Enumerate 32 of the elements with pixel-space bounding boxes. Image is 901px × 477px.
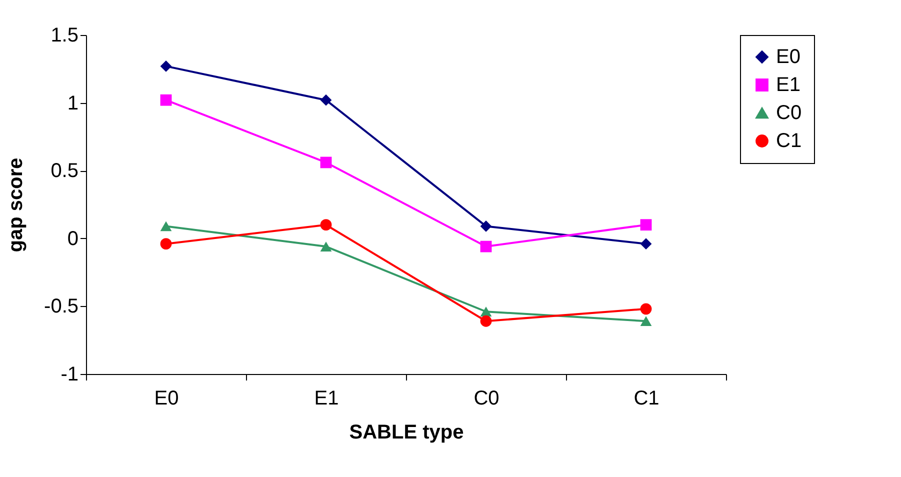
point [640, 316, 652, 326]
point [320, 219, 332, 231]
x-tick-label: C1 [634, 388, 660, 410]
point [640, 219, 652, 231]
point [480, 220, 492, 232]
point [320, 242, 332, 252]
y-tick-label: -0.5 [44, 296, 78, 318]
point [160, 238, 172, 250]
point [480, 315, 492, 327]
y-tick-label: -1 [60, 364, 78, 386]
point [640, 238, 652, 250]
legend-label: E1 [776, 74, 800, 96]
point [320, 156, 332, 168]
legend-label: C0 [776, 102, 802, 124]
x-tick-label: E1 [314, 388, 339, 410]
x-tick-label: E0 [154, 388, 179, 410]
x-axis-title: SABLE type [349, 422, 464, 444]
y-tick-label: 1.5 [50, 24, 78, 46]
point [160, 94, 172, 106]
point [480, 240, 492, 252]
point [160, 221, 172, 232]
y-tick-label: 1 [67, 92, 78, 114]
point [640, 303, 652, 315]
point [480, 306, 492, 317]
y-axis-title: gap score [5, 158, 28, 252]
point [320, 94, 332, 106]
y-tick-label: 0 [67, 228, 78, 250]
legend-label: E0 [776, 46, 800, 68]
x-tick-label: C0 [474, 388, 500, 410]
legend-label: C1 [776, 130, 802, 152]
y-tick-label: 0.5 [50, 160, 78, 182]
point [160, 60, 172, 72]
